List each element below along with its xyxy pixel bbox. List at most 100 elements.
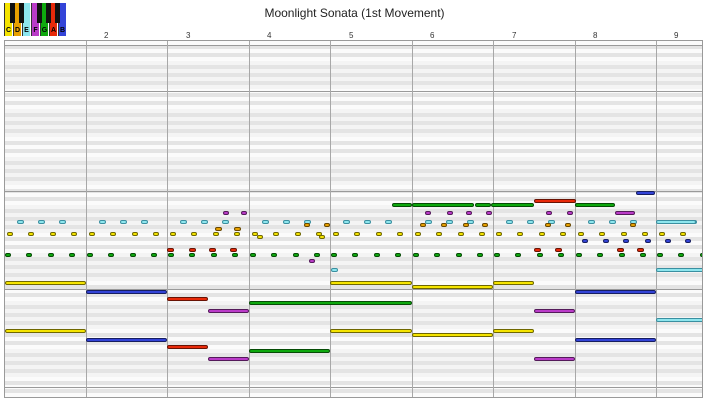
note-g[interactable] bbox=[232, 253, 238, 257]
note-e[interactable] bbox=[17, 220, 24, 224]
note-f[interactable] bbox=[241, 211, 247, 215]
note-e[interactable] bbox=[425, 220, 432, 224]
note-b[interactable] bbox=[575, 290, 656, 294]
note-c[interactable] bbox=[702, 232, 703, 236]
note-c[interactable] bbox=[191, 232, 197, 236]
note-c[interactable] bbox=[5, 281, 86, 285]
note-c[interactable] bbox=[642, 232, 648, 236]
note-g[interactable] bbox=[657, 253, 663, 257]
note-g[interactable] bbox=[576, 253, 582, 257]
legend-key-c[interactable]: C bbox=[4, 3, 12, 36]
note-g[interactable] bbox=[434, 253, 440, 257]
note-c[interactable] bbox=[28, 232, 34, 236]
note-c[interactable] bbox=[252, 232, 258, 236]
note-e[interactable] bbox=[506, 220, 513, 224]
note-d[interactable] bbox=[630, 223, 636, 227]
note-c[interactable] bbox=[213, 232, 219, 236]
note-g[interactable] bbox=[314, 253, 320, 257]
note-b[interactable] bbox=[582, 239, 588, 243]
note-g[interactable] bbox=[494, 253, 500, 257]
note-c[interactable] bbox=[110, 232, 116, 236]
note-d[interactable] bbox=[441, 223, 447, 227]
note-g[interactable] bbox=[678, 253, 684, 257]
note-g[interactable] bbox=[189, 253, 195, 257]
note-g[interactable] bbox=[374, 253, 380, 257]
note-c[interactable] bbox=[412, 285, 493, 289]
note-e[interactable] bbox=[262, 220, 269, 224]
note-g[interactable] bbox=[456, 253, 462, 257]
piano-roll[interactable] bbox=[4, 40, 703, 398]
note-g[interactable] bbox=[491, 203, 534, 207]
note-a[interactable] bbox=[189, 248, 196, 252]
note-c[interactable] bbox=[496, 232, 502, 236]
note-e[interactable] bbox=[527, 220, 534, 224]
note-g[interactable] bbox=[575, 203, 615, 207]
note-b[interactable] bbox=[575, 338, 656, 342]
note-d[interactable] bbox=[234, 227, 241, 231]
note-a[interactable] bbox=[617, 248, 624, 252]
note-g[interactable] bbox=[412, 203, 474, 207]
note-c[interactable] bbox=[412, 333, 493, 337]
note-c[interactable] bbox=[354, 232, 360, 236]
note-g[interactable] bbox=[475, 203, 491, 207]
note-d[interactable] bbox=[324, 223, 330, 227]
note-c[interactable] bbox=[479, 232, 485, 236]
note-g[interactable] bbox=[250, 253, 256, 257]
note-c[interactable] bbox=[560, 232, 566, 236]
note-e[interactable] bbox=[201, 220, 208, 224]
note-e[interactable] bbox=[656, 268, 702, 272]
note-c[interactable] bbox=[539, 232, 545, 236]
note-d[interactable] bbox=[215, 227, 222, 231]
note-a[interactable] bbox=[534, 248, 541, 252]
note-g[interactable] bbox=[597, 253, 603, 257]
note-a[interactable] bbox=[167, 248, 174, 252]
note-c[interactable] bbox=[330, 281, 412, 285]
note-g[interactable] bbox=[151, 253, 157, 257]
note-g[interactable] bbox=[271, 253, 277, 257]
note-a[interactable] bbox=[167, 297, 208, 301]
note-e[interactable] bbox=[283, 220, 290, 224]
note-b[interactable] bbox=[685, 239, 691, 243]
note-g[interactable] bbox=[293, 253, 299, 257]
note-g[interactable] bbox=[168, 253, 174, 257]
note-c[interactable] bbox=[330, 329, 412, 333]
note-d[interactable] bbox=[420, 223, 426, 227]
note-e[interactable] bbox=[385, 220, 392, 224]
note-c[interactable] bbox=[5, 329, 86, 333]
note-b[interactable] bbox=[665, 239, 671, 243]
note-e[interactable] bbox=[38, 220, 45, 224]
note-e[interactable] bbox=[588, 220, 595, 224]
note-g[interactable] bbox=[87, 253, 93, 257]
note-e[interactable] bbox=[656, 220, 696, 224]
note-g[interactable] bbox=[26, 253, 32, 257]
note-d[interactable] bbox=[482, 223, 488, 227]
note-f[interactable] bbox=[425, 211, 431, 215]
note-g[interactable] bbox=[211, 253, 217, 257]
note-c[interactable] bbox=[273, 232, 279, 236]
note-g[interactable] bbox=[515, 253, 521, 257]
note-c[interactable] bbox=[397, 232, 403, 236]
note-f[interactable] bbox=[534, 309, 575, 313]
note-c[interactable] bbox=[436, 232, 442, 236]
note-c[interactable] bbox=[50, 232, 56, 236]
note-e[interactable] bbox=[364, 220, 371, 224]
legend-key-f[interactable]: F bbox=[31, 3, 39, 36]
note-e[interactable] bbox=[609, 220, 616, 224]
note-c[interactable] bbox=[132, 232, 138, 236]
note-e[interactable] bbox=[120, 220, 127, 224]
note-g[interactable] bbox=[619, 253, 625, 257]
note-c[interactable] bbox=[7, 232, 13, 236]
note-c[interactable] bbox=[295, 232, 301, 236]
note-e[interactable] bbox=[59, 220, 66, 224]
note-a[interactable] bbox=[534, 199, 576, 203]
note-e[interactable] bbox=[99, 220, 106, 224]
note-f[interactable] bbox=[534, 357, 575, 361]
note-e[interactable] bbox=[343, 220, 350, 224]
note-c[interactable] bbox=[578, 232, 584, 236]
note-c[interactable] bbox=[493, 281, 534, 285]
note-f[interactable] bbox=[486, 211, 492, 215]
note-a[interactable] bbox=[167, 345, 208, 349]
note-g[interactable] bbox=[331, 253, 337, 257]
note-g[interactable] bbox=[395, 253, 401, 257]
note-c[interactable] bbox=[621, 232, 627, 236]
